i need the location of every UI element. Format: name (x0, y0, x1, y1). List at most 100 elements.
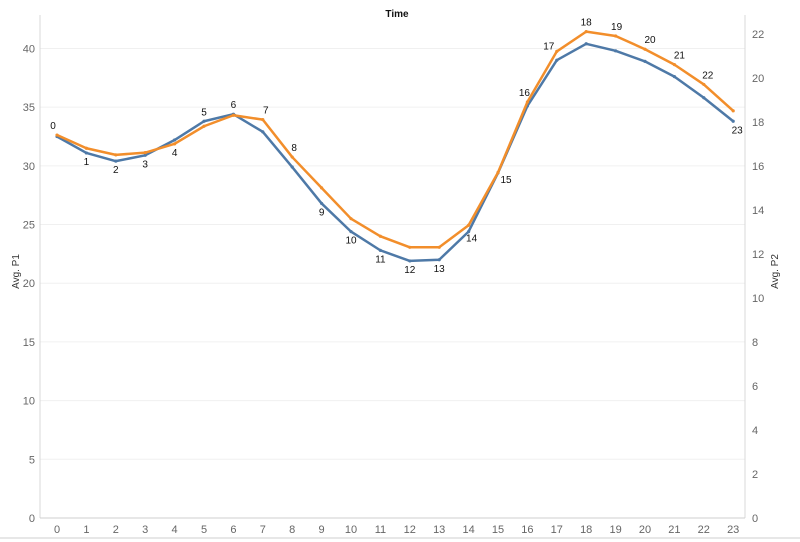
left-tick-label: 0 (29, 513, 35, 525)
x-tick-label: 2 (113, 524, 119, 536)
data-point (320, 186, 324, 190)
right-tick-label: 4 (752, 425, 758, 437)
data-point (202, 124, 206, 128)
data-point (173, 142, 177, 146)
x-tick-label: 8 (289, 524, 295, 536)
left-axis-ticks: 0 5 10 15 20 25 30 35 40 (23, 43, 35, 525)
right-tick-label: 12 (752, 249, 764, 261)
data-point (467, 229, 471, 234)
x-tick-label: 11 (375, 524, 386, 536)
x-tick-label: 5 (201, 524, 207, 536)
left-tick-label: 20 (23, 278, 35, 290)
data-point (437, 245, 441, 249)
right-tick-label: 18 (752, 117, 764, 129)
x-tick-label: 16 (521, 524, 533, 536)
data-point (555, 49, 559, 54)
data-point (672, 63, 677, 67)
x-tick-label: 20 (639, 524, 651, 536)
x-tick-label: 1 (83, 524, 89, 536)
data-point (231, 113, 235, 117)
data-point (378, 248, 382, 252)
left-tick-label: 35 (23, 102, 35, 114)
data-point (555, 58, 559, 62)
data-label: 23 (732, 125, 744, 136)
right-axis-title: Avg. P2 (770, 254, 781, 289)
data-point (290, 165, 294, 169)
data-label: 2 (113, 165, 119, 176)
data-point (320, 201, 324, 206)
x-tick-label: 6 (230, 524, 236, 536)
data-point (84, 146, 88, 150)
x-tick-label: 4 (172, 524, 178, 536)
right-tick-label: 2 (752, 469, 758, 481)
data-point (261, 118, 265, 122)
x-tick-label: 0 (54, 524, 60, 536)
data-point (467, 223, 471, 227)
left-tick-label: 25 (23, 220, 35, 232)
right-tick-label: 8 (752, 337, 758, 349)
left-axis-title: Avg. P1 (11, 254, 22, 289)
data-point (643, 47, 647, 51)
data-point (349, 229, 353, 234)
left-tick-label: 10 (23, 396, 35, 408)
series-line-1 (56, 42, 734, 263)
right-tick-label: 20 (752, 73, 764, 85)
data-label: 8 (291, 143, 297, 154)
data-point (672, 75, 677, 79)
data-point (437, 258, 441, 262)
data-label: 11 (375, 254, 386, 265)
data-label: 5 (201, 107, 207, 118)
data-label: 21 (674, 51, 686, 62)
data-label: 12 (404, 265, 416, 276)
x-tick-label: 10 (345, 524, 357, 536)
data-point (496, 170, 500, 175)
data-point (349, 217, 353, 221)
data-point (731, 119, 735, 123)
data-label: 7 (263, 106, 269, 117)
chart-title: Time (385, 9, 409, 20)
x-tick-label: 13 (433, 524, 445, 536)
left-tick-label: 40 (23, 43, 35, 55)
data-point (408, 245, 412, 249)
series-line-2 (56, 30, 735, 249)
data-point (614, 34, 618, 38)
x-tick-label: 9 (319, 524, 325, 536)
data-point (114, 153, 118, 157)
data-point (584, 30, 588, 34)
data-label: 9 (319, 207, 325, 218)
data-point (702, 96, 706, 100)
data-label: 13 (434, 264, 446, 275)
data-label: 19 (611, 22, 623, 33)
data-label: 0 (50, 121, 56, 132)
data-point (143, 153, 147, 157)
data-point (614, 49, 618, 53)
x-tick-label: 17 (551, 524, 563, 536)
x-tick-label: 19 (609, 524, 621, 536)
data-point (408, 259, 412, 263)
x-tick-label: 14 (462, 524, 474, 536)
data-label: 6 (231, 100, 237, 111)
data-point (173, 138, 177, 142)
data-point (55, 133, 59, 137)
data-label: 14 (466, 234, 478, 245)
data-point (525, 100, 530, 104)
data-point (290, 155, 294, 159)
data-point (584, 42, 588, 46)
data-point (143, 151, 147, 155)
gridlines (40, 47, 745, 460)
x-axis-ticks: 0 1 2 3 4 5 6 7 8 9 10 11 12 13 14 15 16 17 18 19 20 21 22 23 (54, 524, 739, 536)
x-tick-label: 18 (580, 524, 592, 536)
x-tick-label: 15 (492, 524, 504, 536)
data-point (643, 59, 647, 63)
data-point (378, 234, 382, 238)
data-label: 4 (172, 148, 178, 159)
right-axis-ticks: 0 2 4 6 8 10 12 14 16 18 20 22 (752, 29, 764, 525)
x-tick-label: 3 (142, 524, 148, 536)
right-tick-label: 14 (752, 205, 764, 217)
right-tick-label: 16 (752, 161, 764, 173)
data-label: 10 (345, 236, 357, 247)
data-point (731, 109, 735, 113)
data-label: 1 (84, 157, 90, 168)
